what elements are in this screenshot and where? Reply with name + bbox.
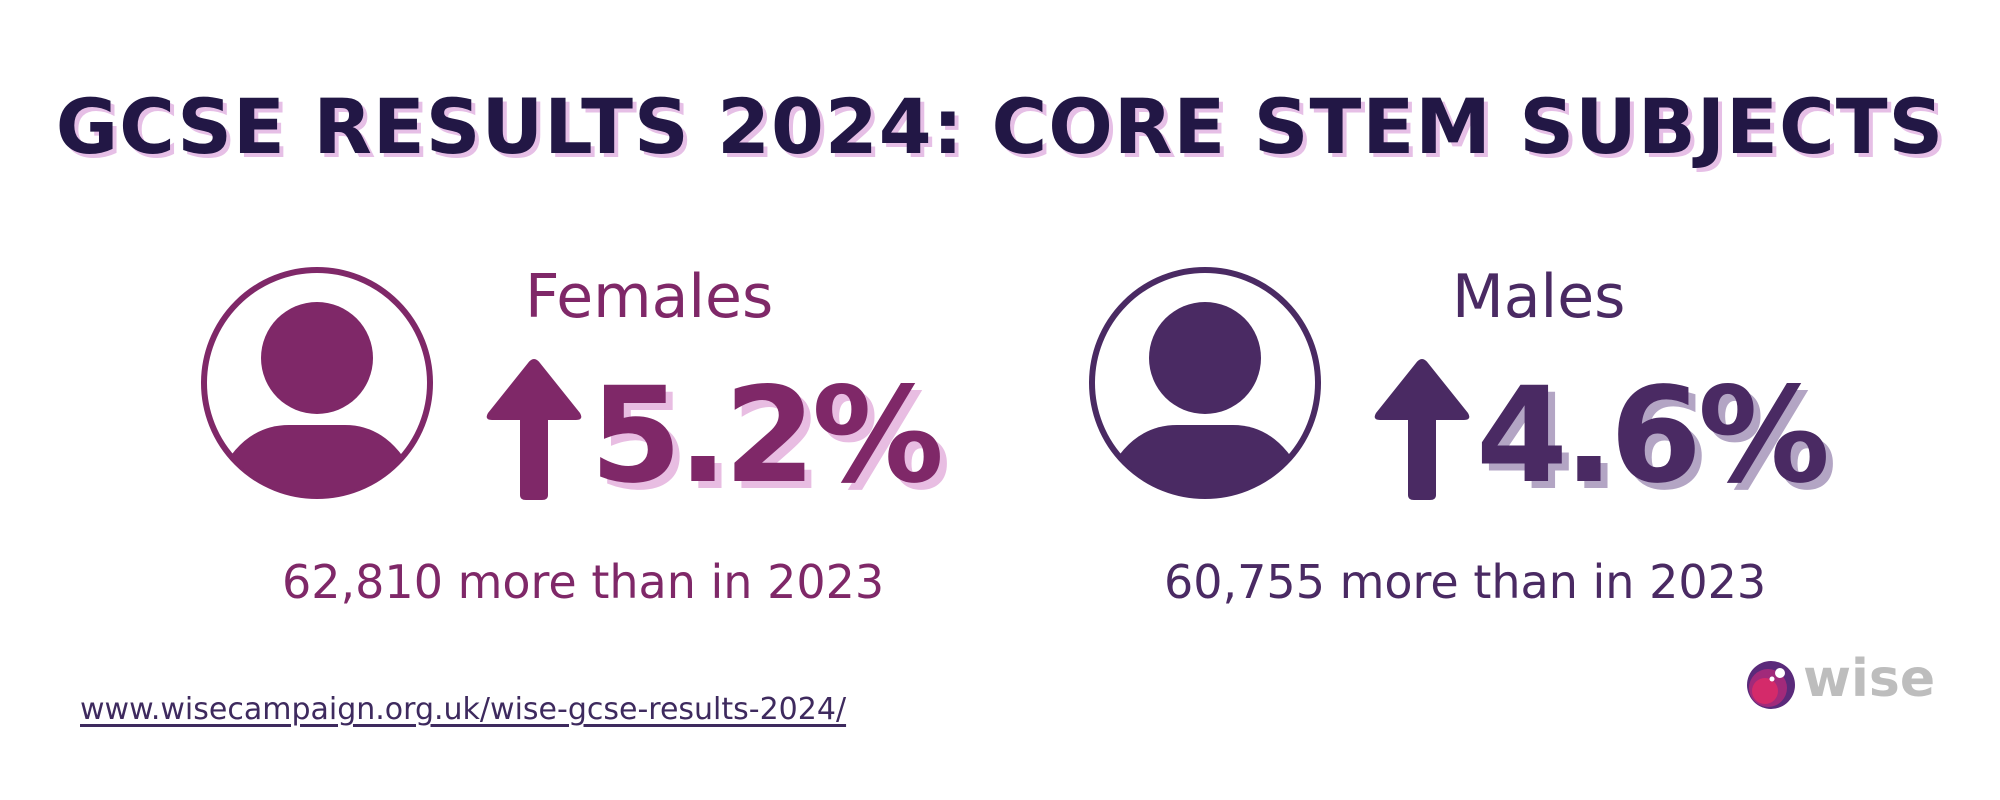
female-detail: 62,810 more than in 2023: [282, 555, 885, 609]
source-link[interactable]: www.wisecampaign.org.uk/wise-gcse-result…: [80, 692, 847, 727]
wise-logo: wise: [1745, 649, 1935, 715]
wise-logo-text: wise: [1803, 649, 1936, 709]
male-detail: 60,755 more than in 2023: [1164, 555, 1767, 609]
male-arrow-up-icon: [1374, 359, 1470, 500]
male-label: Males: [1452, 262, 1626, 332]
female-change-value: 5.2%: [590, 359, 944, 513]
female-person-icon: [201, 267, 433, 499]
page-title: GCSE RESULTS 2024: CORE STEM SUBJECTS: [55, 82, 1945, 171]
male-person-icon: [1089, 267, 1321, 499]
female-arrow-up-icon: [486, 359, 582, 500]
male-change-value: 4.6%: [1476, 359, 1830, 513]
female-label: Females: [525, 262, 774, 332]
wise-logo-icon: [1747, 661, 1795, 709]
